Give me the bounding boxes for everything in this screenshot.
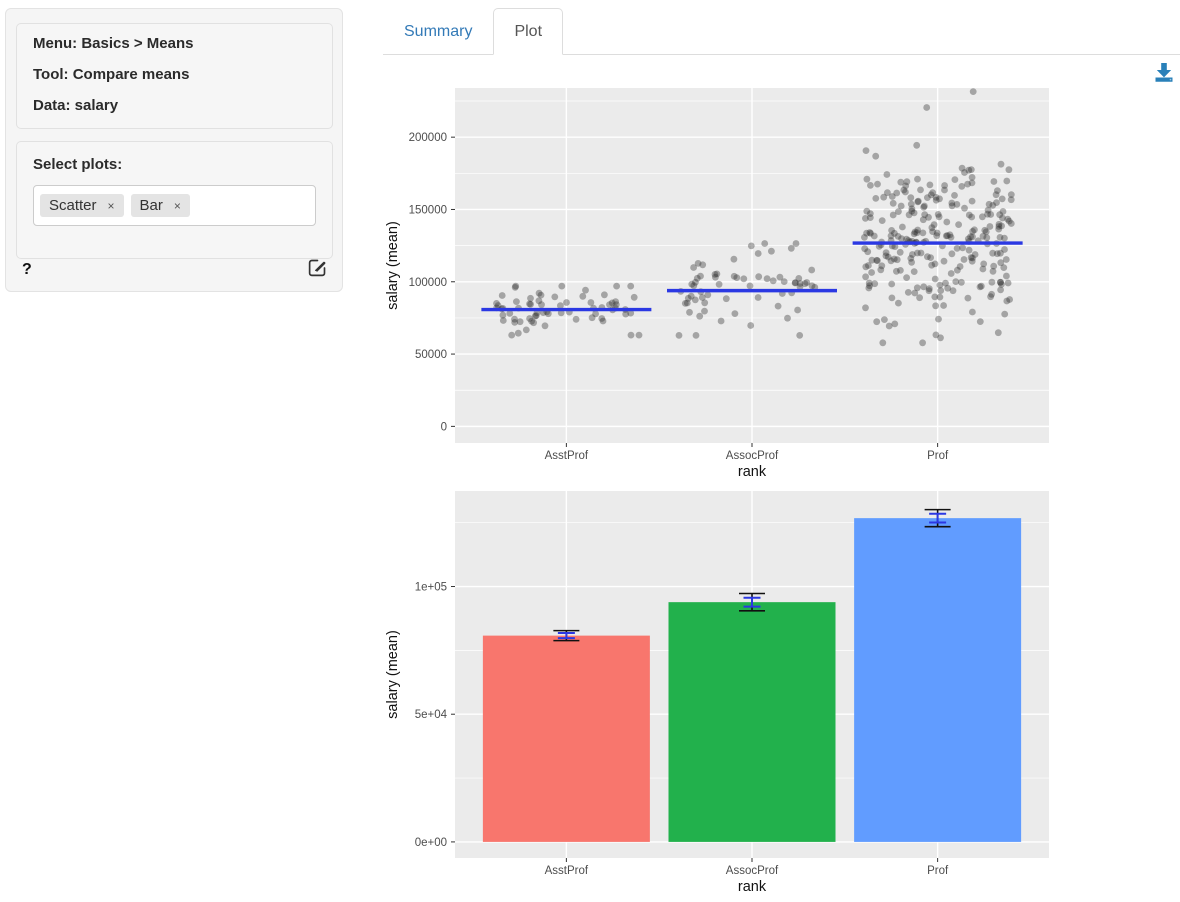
svg-text:100000: 100000 (409, 277, 447, 289)
remove-tag-icon[interactable]: × (173, 198, 181, 213)
menu-info: Menu: Basics > Means (33, 35, 194, 52)
svg-text:0: 0 (441, 421, 447, 433)
bar-plot: 0e+00 5e+04 1e+05 AsstProf AssocProf Prof rank… (385, 491, 1049, 895)
tag-bar[interactable]: Bar × (130, 194, 190, 217)
svg-text:AssocProf: AssocProf (726, 450, 779, 462)
download-icon (1155, 63, 1173, 82)
select-plots-input[interactable]: Scatter × Bar × (33, 185, 316, 226)
svg-text:50000: 50000 (415, 349, 447, 361)
svg-text:rank: rank (738, 464, 767, 480)
select-plots-panel: Select plots: Scatter × Bar × (16, 141, 333, 259)
pencil-square-icon (308, 259, 326, 277)
svg-text:1e+05: 1e+05 (415, 582, 447, 594)
select-plots-label: Select plots: (33, 156, 123, 173)
svg-text:AsstProf: AsstProf (545, 450, 589, 462)
svg-text:AssocProf: AssocProf (726, 865, 779, 877)
svg-text:Prof: Prof (927, 450, 949, 462)
remove-tag-icon[interactable]: × (107, 198, 115, 213)
sidebar-footer: ? (22, 259, 328, 281)
svg-text:5e+04: 5e+04 (415, 709, 448, 721)
tag-scatter-label: Scatter (49, 197, 97, 214)
tool-info-panel: Menu: Basics > Means Tool: Compare means… (16, 23, 333, 129)
svg-text:salary (mean): salary (mean) (385, 221, 401, 310)
tab-plot[interactable]: Plot (493, 8, 564, 55)
sidebar: Menu: Basics > Means Tool: Compare means… (5, 8, 343, 292)
svg-text:rank: rank (738, 879, 767, 895)
data-info: Data: salary (33, 97, 119, 114)
download-button[interactable] (1152, 60, 1178, 86)
tag-bar-label: Bar (139, 197, 163, 214)
svg-text:200000: 200000 (409, 132, 447, 144)
tag-scatter[interactable]: Scatter × (40, 194, 124, 217)
svg-text:Prof: Prof (927, 865, 949, 877)
scatter-plot: 0 50000 100000 150000 200000 AsstProf AssocPro… (385, 88, 1049, 480)
svg-text:AsstProf: AsstProf (545, 865, 589, 877)
edit-button[interactable] (307, 257, 328, 283)
svg-text:150000: 150000 (409, 204, 447, 216)
help-link[interactable]: ? (22, 261, 32, 278)
svg-text:0e+00: 0e+00 (415, 837, 447, 849)
svg-text:salary (mean): salary (mean) (385, 630, 401, 719)
tab-summary[interactable]: Summary (404, 23, 473, 40)
tool-info: Tool: Compare means (33, 66, 190, 83)
main-tab-bar: Summary Plot (383, 8, 1180, 55)
